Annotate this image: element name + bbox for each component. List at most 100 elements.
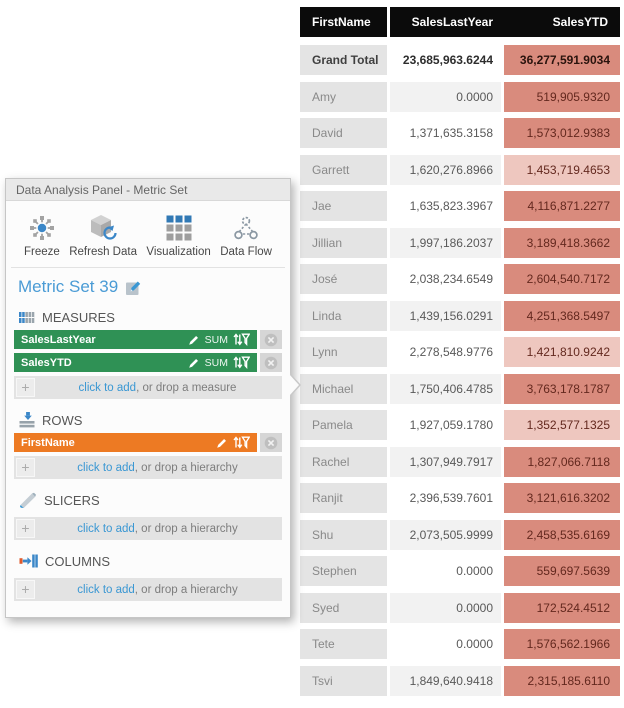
click-to-add-link[interactable]: click to add (77, 583, 135, 596)
sort-filter-icon[interactable] (233, 333, 250, 346)
add-hint-text: , or drop a hierarchy (134, 522, 238, 535)
metric-set-name[interactable]: Metric Set 39 (18, 277, 119, 296)
click-to-add-link[interactable]: click to add (77, 461, 135, 474)
column-header-saleslastyear[interactable]: SalesLastYear (390, 7, 501, 37)
sales-last-year-cell: 0.0000 (390, 556, 501, 586)
sales-ytd-cell: 4,116,871.2277 (504, 191, 620, 221)
sales-ytd-cell: 36,277,591.9034 (504, 45, 620, 75)
sales-ytd-cell: 1,827,066.7118 (504, 446, 620, 477)
table-row[interactable]: Ranjit 2,396,539.7601 3,121,616.3202 (300, 483, 620, 513)
measure-name: SalesYTD (21, 356, 72, 369)
panel-toolbar: Freeze Refresh Data (6, 201, 290, 267)
freeze-label: Freeze (24, 246, 60, 258)
row-name-cell: David (300, 118, 387, 148)
add-hint-text: , or drop a measure (136, 381, 237, 394)
sales-ytd-cell: 2,604,540.7172 (504, 264, 620, 294)
row-name-cell: Rachel (300, 446, 387, 477)
sales-last-year-cell: 23,685,963.6244 (390, 45, 501, 75)
table-row[interactable]: Jae 1,635,823.3967 4,116,871.2277 (300, 191, 620, 221)
sales-ytd-cell: 3,121,616.3202 (504, 483, 620, 513)
table-row[interactable]: José 2,038,234.6549 2,604,540.7172 (300, 264, 620, 294)
table-row[interactable]: David 1,371,635.3158 1,573,012.9383 (300, 118, 620, 148)
edit-measure-icon[interactable] (188, 334, 200, 346)
row-name-cell: Pamela (300, 410, 387, 440)
row-name-cell: Lynn (300, 337, 387, 367)
sales-last-year-cell: 2,073,505.9999 (390, 519, 501, 550)
add-rows-hierarchy-row[interactable]: + click to add, or drop a hierarchy (14, 456, 282, 479)
sales-ytd-cell: 3,189,418.3662 (504, 227, 620, 258)
table-row[interactable]: Syed 0.0000 172,524.4512 (300, 592, 620, 623)
measure-chip-salesytd[interactable]: SalesYTD SUM (14, 353, 257, 372)
sales-last-year-cell: 1,371,635.3158 (390, 118, 501, 148)
row-name-cell: Amy (300, 81, 387, 112)
refresh-data-icon (89, 214, 118, 241)
sales-last-year-cell: 1,750,406.4785 (390, 373, 501, 404)
sales-ytd-cell: 1,576,562.1966 (504, 629, 620, 659)
plus-icon: + (16, 458, 35, 477)
table-row[interactable]: Tete 0.0000 1,576,562.1966 (300, 629, 620, 659)
row-name-cell: Jae (300, 191, 387, 221)
row-name-cell: Michael (300, 373, 387, 404)
hierarchy-chip-firstname[interactable]: FirstName (14, 433, 257, 452)
table-row[interactable]: Tsvi 1,849,640.9418 2,315,185.6110 (300, 665, 620, 696)
pivot-table: FirstName SalesLastYear SalesYTD Grand T… (300, 7, 620, 696)
aggregator-label[interactable]: SUM (204, 333, 228, 346)
edit-measure-icon[interactable] (188, 357, 200, 369)
aggregator-label[interactable]: SUM (204, 356, 228, 369)
column-header-salesytd[interactable]: SalesYTD (501, 7, 617, 37)
freeze-button[interactable]: Freeze (24, 214, 60, 258)
row-name-cell: Stephen (300, 556, 387, 586)
table-row[interactable]: Michael 1,750,406.4785 3,763,178.1787 (300, 373, 620, 404)
rows-icon (19, 412, 35, 428)
sales-ytd-cell: 4,251,368.5497 (504, 300, 620, 331)
remove-measure-icon[interactable] (260, 330, 282, 349)
column-header-firstname[interactable]: FirstName (300, 7, 387, 37)
visualization-button[interactable]: Visualization (146, 214, 211, 258)
click-to-add-link[interactable]: click to add (78, 381, 137, 394)
table-header-row: FirstName SalesLastYear SalesYTD (300, 7, 620, 37)
click-to-add-link[interactable]: click to add (77, 522, 135, 535)
remove-measure-icon[interactable] (260, 353, 282, 372)
table-row[interactable]: Pamela 1,927,059.1780 1,352,577.1325 (300, 410, 620, 440)
sales-last-year-cell: 1,307,949.7917 (390, 446, 501, 477)
measures-section-label: MEASURES (42, 310, 115, 325)
sales-last-year-cell: 0.0000 (390, 629, 501, 659)
refresh-data-label: Refresh Data (69, 246, 137, 258)
sales-last-year-cell: 2,278,548.9776 (390, 337, 501, 367)
sort-filter-icon[interactable] (233, 356, 250, 369)
refresh-data-button[interactable]: Refresh Data (69, 214, 137, 258)
table-row[interactable]: Stephen 0.0000 559,697.5639 (300, 556, 620, 586)
table-row[interactable]: Jillian 1,997,186.2037 3,189,418.3662 (300, 227, 620, 258)
table-row[interactable]: Garrett 1,620,276.8966 1,453,719.4653 (300, 154, 620, 185)
grand-total-row[interactable]: Grand Total 23,685,963.6244 36,277,591.903… (300, 45, 620, 75)
data-flow-button[interactable]: Data Flow (220, 214, 272, 258)
sales-ytd-cell: 1,453,719.4653 (504, 154, 620, 185)
chip-tools: SUM (188, 356, 250, 369)
sales-ytd-cell: 1,421,810.9242 (504, 337, 620, 367)
sales-ytd-cell: 1,352,577.1325 (504, 410, 620, 440)
add-measure-row[interactable]: + click to add, or drop a measure (14, 376, 282, 399)
table-row[interactable]: Lynn 2,278,548.9776 1,421,810.9242 (300, 337, 620, 367)
sort-filter-icon[interactable] (233, 436, 250, 449)
columns-section-label: COLUMNS (45, 553, 111, 569)
row-name-cell: Ranjit (300, 483, 387, 513)
panel-title[interactable]: Data Analysis Panel - Metric Set (6, 179, 290, 201)
row-name-cell: Jillian (300, 227, 387, 258)
table-row[interactable]: Shu 2,073,505.9999 2,458,535.6169 (300, 519, 620, 550)
data-flow-icon (233, 214, 259, 241)
table-row[interactable]: Rachel 1,307,949.7917 1,827,066.7118 (300, 446, 620, 477)
sales-ytd-cell: 1,573,012.9383 (504, 118, 620, 148)
add-slicer-row[interactable]: + click to add, or drop a hierarchy (14, 517, 282, 540)
table-row[interactable]: Linda 1,439,156.0291 4,251,368.5497 (300, 300, 620, 331)
sales-ytd-cell: 3,763,178.1787 (504, 373, 620, 404)
measure-chip-saleslastyear[interactable]: SalesLastYear SUM (14, 330, 257, 349)
edit-hierarchy-icon[interactable] (216, 437, 228, 449)
sales-last-year-cell: 1,620,276.8966 (390, 154, 501, 185)
chip-tools: SUM (188, 333, 250, 346)
edit-metric-set-icon[interactable] (125, 279, 142, 296)
remove-hierarchy-icon[interactable] (260, 433, 282, 452)
table-row[interactable]: Amy 0.0000 519,905.9320 (300, 81, 620, 112)
hierarchy-name: FirstName (21, 436, 75, 449)
row-name-cell: Garrett (300, 154, 387, 185)
add-column-hierarchy-row[interactable]: + click to add, or drop a hierarchy (14, 578, 282, 601)
